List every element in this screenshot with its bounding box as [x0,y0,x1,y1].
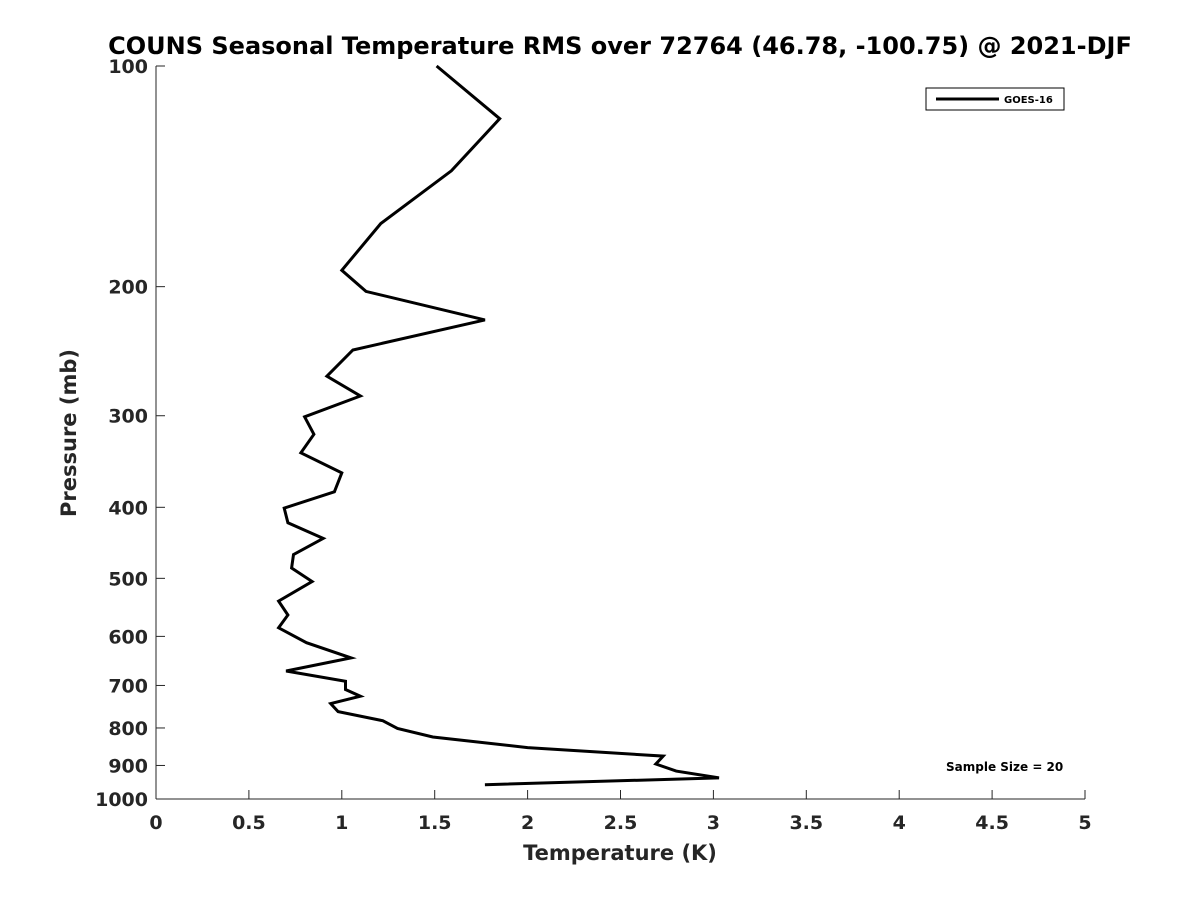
x-tick-label: 0 [149,812,162,834]
axes: 0 0.5 1 1.5 2 2.5 3 3.5 4 4.5 5 100 200 300 400 500 600 7… [95,56,1092,834]
x-tick-label: 3 [707,812,720,834]
legend-label: GOES-16 [1004,95,1053,106]
x-axis-label: Temperature (K) [523,841,717,865]
chart-title: COUNS Seasonal Temperature RMS over 7276… [108,32,1132,60]
series-layer [276,64,720,787]
y-tick-label: 500 [108,568,148,590]
y-tick-label: 700 [108,675,148,697]
y-tick-label: 200 [108,277,148,299]
series-line-goes-16 [276,64,720,787]
y-tick-label: 400 [108,497,148,519]
x-tick-label: 0.5 [232,812,266,834]
y-tick-label: 800 [108,718,148,740]
y-tick-label: 100 [108,56,148,78]
x-tick-label: 1 [335,812,348,834]
x-tick-label: 5 [1078,812,1091,834]
legend: GOES-16 [925,87,1065,111]
x-tick-label: 4 [893,812,906,834]
x-tick-label: 2 [521,812,534,834]
y-tick-label: 1000 [95,789,148,811]
x-tick-label: 4.5 [975,812,1009,834]
y-tick-label: 600 [108,626,148,648]
x-tick-label: 2.5 [604,812,638,834]
x-tick-label: 3.5 [789,812,823,834]
y-tick-label: 300 [108,406,148,428]
x-tick-label: 1.5 [418,812,452,834]
y-axis-label: Pressure (mb) [57,349,81,517]
y-tick-label: 900 [108,755,148,777]
sample-size-annotation: Sample Size = 20 [946,760,1063,774]
